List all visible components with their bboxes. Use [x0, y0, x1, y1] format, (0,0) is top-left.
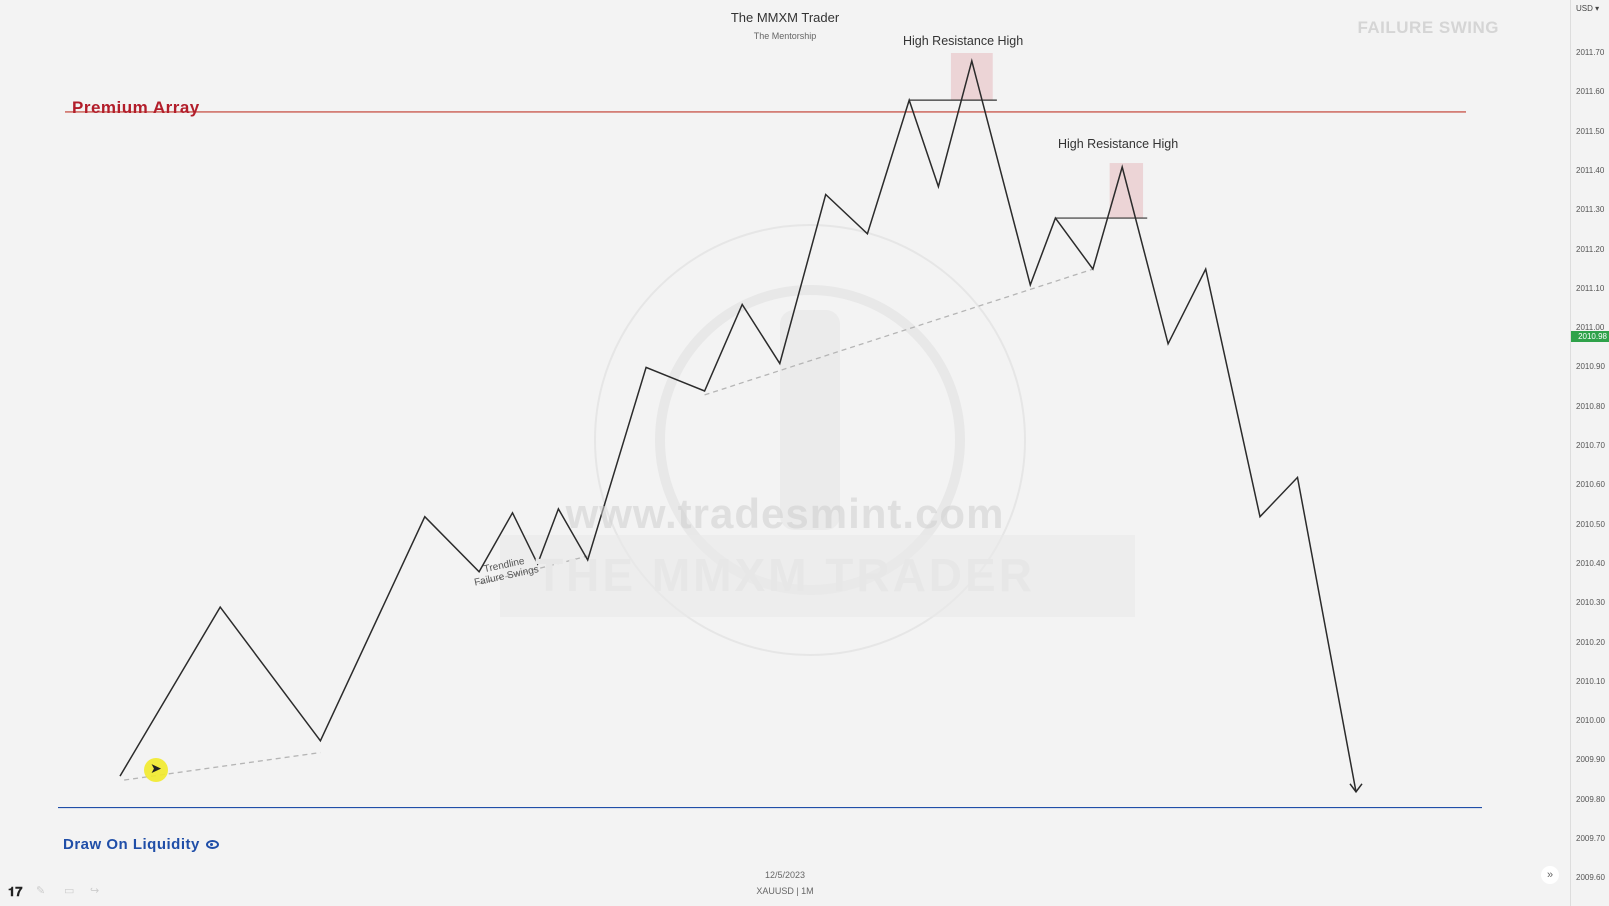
price-tick-label: 2011.00	[1576, 323, 1605, 333]
draw-on-liquidity-label[interactable]: Draw On Liquidity	[63, 836, 219, 853]
price-tick-label: 2010.30	[1576, 598, 1605, 608]
premium-array-label: Premium Array	[72, 98, 200, 117]
price-tick-label: 2011.60	[1576, 87, 1605, 97]
price-tick-label: 2010.90	[1576, 362, 1605, 372]
scroll-right-button[interactable]: »	[1541, 866, 1559, 884]
price-path	[119, 57, 1357, 792]
currency-selector[interactable]: USD ▾	[1576, 4, 1600, 13]
dashed-trendline-3	[704, 268, 1094, 396]
price-tick-label: 2011.70	[1576, 48, 1605, 57]
arrow-head-icon	[1349, 783, 1363, 794]
price-tick-label: 2010.50	[1576, 519, 1605, 529]
price-tick-label: 2009.70	[1576, 834, 1605, 843]
price-tick-label: 2010.00	[1576, 716, 1605, 726]
price-tick-label: 2010.40	[1576, 558, 1605, 568]
footer-symbol: XAUUSD | 1M	[756, 886, 814, 896]
currency-label: USD	[1576, 4, 1593, 13]
draw-on-liquidity-text: Draw On Liquidity	[63, 836, 200, 853]
dashed-trendline-1	[124, 751, 321, 781]
high-resistance-high-label-1: High Resistance High	[903, 34, 1024, 48]
dashed-trendline-2	[478, 555, 588, 585]
price-axis[interactable]	[1570, 0, 1609, 906]
price-tick-label: 2011.40	[1576, 165, 1605, 175]
footer-date: 12/5/2023	[764, 870, 806, 880]
price-tick-label: 2010.60	[1576, 480, 1605, 490]
current-price-badge: 2010.98	[1571, 330, 1609, 342]
watermark-url: www.tradesmint.com	[565, 490, 1005, 537]
eye-icon[interactable]	[205, 840, 219, 849]
price-tick-label: 2010.20	[1576, 637, 1605, 647]
price-tick-label: 2009.90	[1576, 755, 1605, 765]
mouse-cursor-icon: ➤	[150, 760, 162, 776]
failure-swing-label: FAILURE SWING	[1357, 18, 1499, 37]
tradingview-logo-icon[interactable]: 𝟏𝟕	[8, 884, 23, 899]
ruler-icon[interactable]: ▭	[64, 885, 75, 897]
price-tick-label: 2011.50	[1576, 126, 1605, 136]
price-tick-label: 2009.80	[1576, 794, 1605, 804]
high-resistance-high-label-2: High Resistance High	[1058, 137, 1179, 151]
redo-icon[interactable]: ↪	[90, 885, 100, 897]
price-tick-label: 2011.30	[1576, 205, 1605, 215]
price-tick-label: 2010.70	[1576, 441, 1605, 450]
price-tick-label: 2010.10	[1576, 676, 1605, 686]
price-tick-label: 2011.10	[1576, 283, 1605, 293]
price-tick-label: 2009.60	[1576, 873, 1605, 883]
cursor-highlight	[144, 758, 168, 782]
price-tick-label: 2010.80	[1576, 401, 1605, 411]
watermark-brand: THE MMXM TRADER	[535, 549, 1035, 601]
watermark-banner	[500, 535, 1135, 617]
price-tick-label: 2011.20	[1576, 244, 1605, 254]
chart-header-subtitle: The Mentorship	[753, 31, 817, 41]
resistance-highlight-box-2	[1109, 163, 1144, 219]
pencil-icon[interactable]: ✎	[36, 885, 46, 897]
chart-header-title: The MMXM Trader	[730, 10, 840, 25]
